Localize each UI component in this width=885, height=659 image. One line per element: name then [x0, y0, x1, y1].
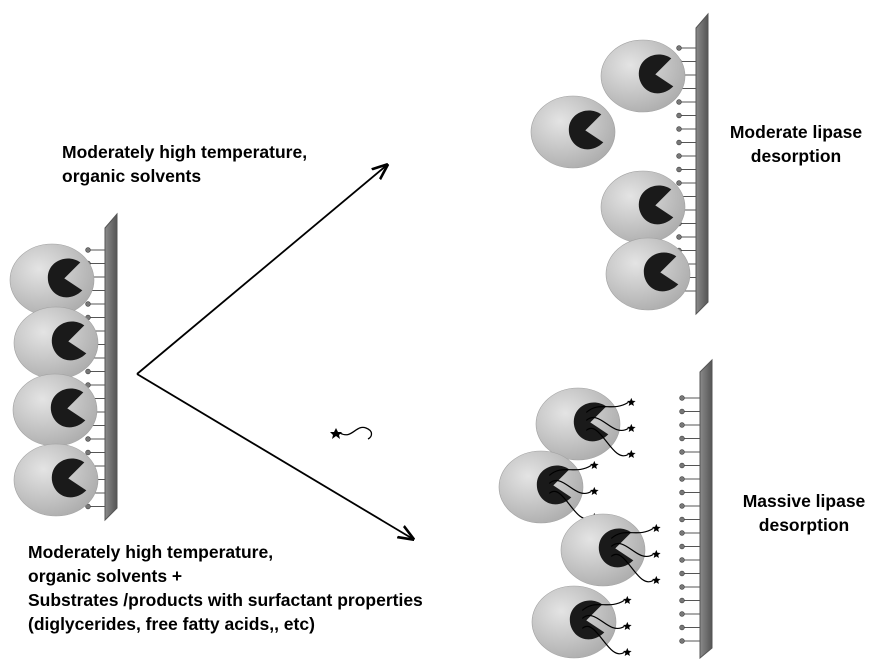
linker-head	[679, 503, 685, 509]
bottom-outcome-label: Massive lipase desorption	[724, 489, 884, 537]
surfactant-tail	[581, 599, 625, 611]
surfactant-head	[627, 449, 636, 458]
linker-head	[679, 476, 685, 482]
bottom-condition-label: Moderately high temperature, organic sol…	[28, 540, 423, 636]
bottom-condition-line-1: Moderately high temperature,	[28, 542, 274, 562]
linker-head	[679, 408, 685, 415]
linker-head	[679, 516, 685, 523]
lipase-enzyme-icon	[9, 243, 95, 317]
top-condition-line-1: Moderately high temperature,	[62, 142, 308, 162]
top-outcome-label: Moderate lipase desorption	[716, 120, 876, 168]
initial-immobilized-lipases	[9, 212, 118, 522]
bottom-right-support-bar	[699, 358, 713, 659]
lipase-enzyme-icon	[498, 450, 599, 524]
linker-head	[676, 180, 682, 186]
surfactant-head	[623, 621, 632, 630]
bottom-outcome-line-1: Massive lipase	[742, 491, 866, 511]
linker-head	[85, 436, 91, 442]
surfactant-head	[627, 423, 636, 432]
linker-head	[679, 435, 685, 442]
surfactant-tail	[548, 464, 592, 476]
surfactant-head	[652, 575, 661, 584]
linker-head	[676, 45, 682, 51]
bottom-condition-line-4: (diglycerides, free fatty acids,, etc)	[28, 614, 315, 634]
surfactant-tail	[585, 401, 629, 413]
arrow-to-massive-desorption	[136, 373, 413, 539]
surfactant-head	[590, 486, 599, 495]
top-condition-line-2: organic solvents	[62, 166, 202, 186]
linker-head	[679, 597, 685, 604]
linker-head	[676, 112, 682, 119]
surfactant-head	[590, 460, 599, 469]
top-right-support-linkers	[676, 45, 697, 294]
linker-head	[679, 530, 685, 536]
linker-head	[679, 584, 685, 590]
top-outcome-line-1: Moderate lipase	[729, 122, 863, 142]
surfactant-head	[652, 549, 661, 558]
linker-head	[85, 301, 91, 307]
bottom-right-support-linkers	[679, 395, 701, 644]
top-condition-label: Moderately high temperature, organic sol…	[62, 140, 307, 188]
surfactant-tail	[585, 417, 629, 431]
linker-head	[679, 449, 685, 455]
linker-head	[676, 126, 682, 132]
surfactant-tail	[581, 615, 625, 629]
surfactant-tail	[548, 480, 592, 494]
linker-head	[676, 166, 682, 173]
linker-head	[679, 570, 685, 577]
linker-head	[679, 611, 685, 617]
bottom-right-enzymes	[498, 387, 661, 659]
lipase-enzyme-icon	[12, 373, 98, 447]
surfactant-head	[652, 523, 661, 532]
lipase-enzyme-icon	[535, 387, 636, 461]
linker-head	[679, 422, 685, 428]
lipase-enzyme-icon	[13, 443, 99, 517]
lipase-enzyme-icon	[13, 306, 99, 380]
linker-head	[676, 153, 682, 159]
massive-desorption-group	[498, 358, 713, 659]
surfactant-molecule-icon	[330, 426, 373, 440]
linker-head	[85, 368, 91, 375]
linker-head	[676, 139, 682, 146]
surfactant-head	[627, 397, 636, 406]
lipase-enzyme-icon	[600, 170, 686, 244]
lipase-enzyme-icon	[560, 513, 661, 587]
left-enzymes	[9, 243, 99, 517]
linker-head	[85, 449, 91, 456]
linker-head	[679, 543, 685, 550]
linker-head	[679, 462, 685, 469]
surfactant-head	[623, 595, 632, 604]
linker-head	[679, 395, 685, 401]
surfactant-tail	[585, 427, 629, 457]
moderate-desorption-group	[530, 12, 709, 316]
lipase-enzyme-icon	[605, 237, 691, 311]
linker-head	[85, 503, 91, 510]
lipase-enzyme-icon	[531, 585, 632, 659]
bottom-condition-line-3: Substrates /products with surfactant pro…	[28, 590, 423, 610]
lipase-enzyme-icon	[530, 95, 616, 169]
linker-head	[85, 247, 91, 253]
bottom-condition-line-2: organic solvents +	[28, 566, 183, 586]
lipase-enzyme-icon	[600, 39, 686, 113]
linker-head	[676, 99, 682, 105]
linker-head	[679, 624, 685, 631]
left-support-bar	[104, 212, 118, 522]
arrow-to-moderate-desorption	[136, 165, 387, 375]
linker-head	[679, 489, 685, 496]
surfactant-head	[623, 647, 632, 656]
bottom-outcome-line-2: desorption	[758, 515, 850, 535]
surfactant-tail	[610, 553, 654, 583]
top-right-enzymes	[530, 39, 691, 311]
top-right-support-bar	[695, 12, 709, 316]
linker-head	[676, 234, 682, 240]
linker-head	[679, 638, 685, 644]
top-outcome-line-2: desorption	[750, 146, 842, 166]
surfactant-tail	[610, 543, 654, 557]
linker-head	[679, 557, 685, 563]
surfactant-tail	[610, 527, 654, 539]
surfactant-tail	[581, 625, 625, 655]
